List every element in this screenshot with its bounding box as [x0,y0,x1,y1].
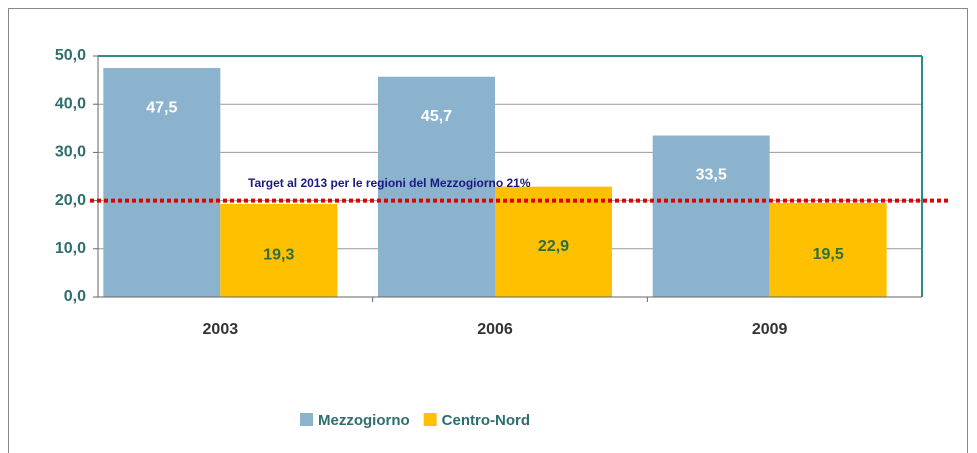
bar [220,203,338,297]
x-tick-label: 2003 [203,321,239,338]
value-label: 19,3 [263,247,294,264]
y-tick-label: 10,0 [55,240,86,257]
bar [378,76,495,297]
y-tick-label: 40,0 [55,95,86,112]
value-label: 33,5 [696,167,727,184]
value-label: 47,5 [146,99,177,116]
x-tick-label: 2009 [752,321,788,338]
y-tick-label: 50,0 [55,47,86,64]
bar [652,135,770,297]
y-tick-label: 30,0 [55,144,86,161]
value-label: 19,5 [813,246,844,263]
value-label: 45,7 [421,108,452,125]
y-tick-label: 0,0 [64,288,86,305]
value-label: 22,9 [538,238,569,255]
bar [769,203,887,297]
legend-swatch [300,413,313,426]
x-tick-label: 2006 [477,321,513,338]
bar [495,186,612,297]
target-label: Target al 2013 per le regioni del Mezzog… [248,176,531,190]
legend-label: Centro-Nord [442,412,530,429]
y-tick-label: 20,0 [55,192,86,209]
legend-label: Mezzogiorno [318,412,410,429]
legend-swatch [423,413,437,426]
bar [103,68,221,297]
